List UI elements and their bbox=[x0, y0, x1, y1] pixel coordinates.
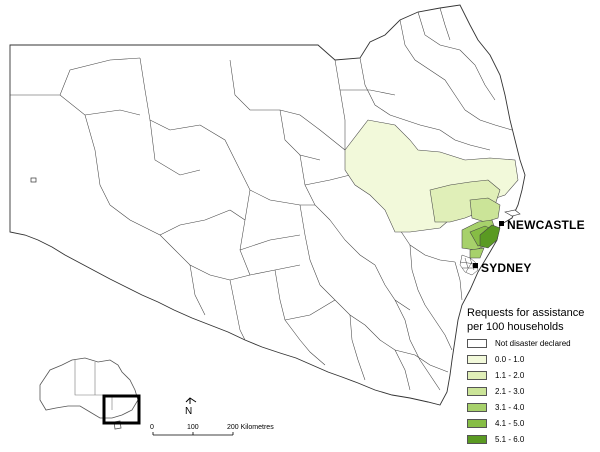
newcastle-inset-shape bbox=[504, 209, 521, 217]
legend-item: 0.0 - 1.0 bbox=[467, 354, 524, 365]
legend-title-line1: Requests for assistance bbox=[467, 307, 585, 319]
legend-swatch bbox=[467, 419, 487, 428]
sydney-marker bbox=[473, 263, 478, 268]
legend-label: 3.1 - 4.0 bbox=[495, 403, 525, 412]
legend-swatch bbox=[467, 339, 487, 348]
newcastle-label: NEWCASTLE bbox=[507, 218, 585, 232]
legend-label: 0.0 - 1.0 bbox=[495, 355, 525, 364]
inset-nsw-highlight bbox=[102, 394, 141, 425]
australia-inset-map bbox=[39, 357, 141, 430]
legend-label: 1.1 - 2.0 bbox=[495, 371, 525, 380]
nsw-state-outline bbox=[9, 4, 526, 406]
legend: Requests for assistance per 100 househol… bbox=[467, 306, 597, 444]
legend-item: 3.1 - 4.0 bbox=[467, 402, 524, 413]
scale-tick-100: 100 bbox=[187, 424, 199, 431]
disaster-areas bbox=[344, 119, 519, 259]
north-arrow-icon bbox=[185, 397, 197, 404]
newcastle-marker bbox=[499, 221, 504, 226]
north-label: N bbox=[185, 406, 193, 417]
legend-item: Not disaster declared bbox=[467, 338, 571, 349]
area-shade-5-6 bbox=[479, 224, 501, 249]
sydney-label: SYDNEY bbox=[481, 261, 532, 275]
area-shade-2-3 bbox=[469, 197, 501, 223]
legend-item: 5.1 - 6.0 bbox=[467, 434, 524, 445]
legend-label: Not disaster declared bbox=[495, 339, 571, 348]
sydney-metro-boundaries bbox=[459, 254, 479, 276]
legend-swatch bbox=[467, 355, 487, 364]
legend-label: 4.1 - 5.0 bbox=[495, 419, 525, 428]
lord-howe-island bbox=[30, 177, 37, 183]
scale-bar bbox=[152, 432, 234, 436]
scale-tick-0: 0 bbox=[150, 424, 154, 431]
legend-item: 4.1 - 5.0 bbox=[467, 418, 524, 429]
legend-item: 1.1 - 2.0 bbox=[467, 370, 524, 381]
legend-swatch bbox=[467, 435, 487, 444]
legend-label: 2.1 - 3.0 bbox=[495, 387, 525, 396]
lga-boundaries bbox=[10, 7, 513, 391]
area-shade-3-4-south bbox=[469, 247, 485, 259]
legend-swatch bbox=[467, 387, 487, 396]
scale-tick-200: 200 Kilometres bbox=[227, 424, 274, 431]
legend-item: 2.1 - 3.0 bbox=[467, 386, 524, 397]
legend-swatch bbox=[467, 371, 487, 380]
legend-title-line2: per 100 households bbox=[467, 321, 564, 333]
legend-swatch bbox=[467, 403, 487, 412]
legend-label: 5.1 - 6.0 bbox=[495, 435, 525, 444]
